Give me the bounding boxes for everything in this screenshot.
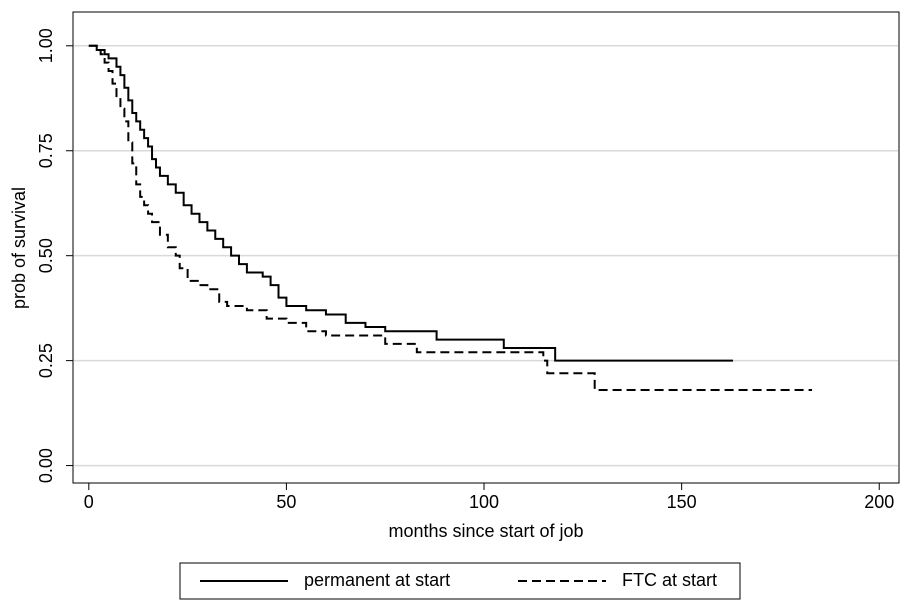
- y-tick-label: 0.50: [36, 238, 56, 273]
- x-axis-label: months since start of job: [388, 521, 583, 541]
- legend-box: [179, 562, 741, 600]
- legend-label: permanent at start: [304, 570, 450, 590]
- y-tick-label: 0.75: [36, 133, 56, 168]
- x-tick-label: 0: [84, 492, 94, 512]
- x-tick-label: 50: [276, 492, 296, 512]
- x-tick-label: 100: [469, 492, 499, 512]
- legend-label: FTC at start: [622, 570, 717, 590]
- plot-frame: [72, 11, 900, 484]
- y-tick-label: 0.25: [36, 343, 56, 378]
- y-tick-label: 0.00: [36, 448, 56, 483]
- survival-line: [88, 44, 734, 362]
- survival-line: [88, 44, 813, 392]
- x-tick-label: 200: [864, 492, 894, 512]
- y-tick-label: 1.00: [36, 28, 56, 63]
- y-axis-label: prob of survival: [9, 187, 29, 309]
- x-tick-label: 150: [667, 492, 697, 512]
